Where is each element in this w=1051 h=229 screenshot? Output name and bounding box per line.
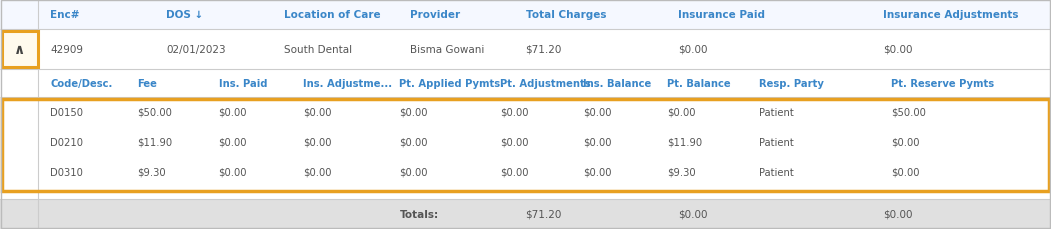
- Text: Code/Desc.: Code/Desc.: [50, 79, 112, 89]
- Text: $0.00: $0.00: [219, 137, 247, 147]
- Text: $0.00: $0.00: [303, 167, 331, 177]
- Text: $0.00: $0.00: [883, 209, 912, 219]
- Text: Ins. Paid: Ins. Paid: [219, 79, 267, 89]
- Text: D0310: D0310: [50, 167, 83, 177]
- Bar: [0, 199, 1051, 229]
- Text: Insurance Adjustments: Insurance Adjustments: [883, 10, 1018, 20]
- Text: Total Charges: Total Charges: [526, 10, 606, 20]
- Text: Fee: Fee: [137, 79, 157, 89]
- Text: $0.00: $0.00: [583, 167, 612, 177]
- Text: 02/01/2023: 02/01/2023: [166, 45, 226, 55]
- Bar: [2, 100, 1049, 191]
- Text: ∧: ∧: [15, 43, 25, 57]
- Text: Ins. Balance: Ins. Balance: [583, 79, 652, 89]
- Text: $0.00: $0.00: [583, 137, 612, 147]
- Text: Provider: Provider: [410, 10, 460, 20]
- Text: $0.00: $0.00: [678, 209, 707, 219]
- Text: D0150: D0150: [50, 108, 83, 117]
- Text: $0.00: $0.00: [500, 108, 529, 117]
- Text: $71.20: $71.20: [526, 209, 562, 219]
- Bar: [2, 32, 38, 68]
- Text: Resp. Party: Resp. Party: [759, 79, 824, 89]
- Text: $0.00: $0.00: [303, 137, 331, 147]
- Text: Ins. Adjustme...: Ins. Adjustme...: [303, 79, 392, 89]
- Text: $50.00: $50.00: [137, 108, 171, 117]
- Text: $0.00: $0.00: [500, 167, 529, 177]
- Text: South Dental: South Dental: [284, 45, 352, 55]
- Text: $0.00: $0.00: [303, 108, 331, 117]
- Text: $0.00: $0.00: [678, 45, 707, 55]
- Text: D0210: D0210: [50, 137, 83, 147]
- Text: $11.90: $11.90: [667, 137, 702, 147]
- Text: Pt. Reserve Pymts: Pt. Reserve Pymts: [891, 79, 994, 89]
- Text: $0.00: $0.00: [667, 108, 696, 117]
- Text: $0.00: $0.00: [399, 108, 428, 117]
- Text: Patient: Patient: [759, 137, 794, 147]
- Text: $0.00: $0.00: [883, 45, 912, 55]
- Text: Totals:: Totals:: [399, 209, 438, 219]
- Text: $0.00: $0.00: [891, 167, 920, 177]
- Text: $0.00: $0.00: [219, 167, 247, 177]
- Text: Location of Care: Location of Care: [284, 10, 380, 20]
- Text: $9.30: $9.30: [137, 167, 165, 177]
- Text: $9.30: $9.30: [667, 167, 696, 177]
- Bar: [0, 0, 1051, 30]
- Text: 42909: 42909: [50, 45, 83, 55]
- Text: $0.00: $0.00: [399, 137, 428, 147]
- Text: $0.00: $0.00: [500, 137, 529, 147]
- Text: Enc#: Enc#: [50, 10, 80, 20]
- Text: Patient: Patient: [759, 167, 794, 177]
- Text: $11.90: $11.90: [137, 137, 171, 147]
- Text: Pt. Balance: Pt. Balance: [667, 79, 731, 89]
- Text: DOS ↓: DOS ↓: [166, 10, 203, 20]
- Text: $71.20: $71.20: [526, 45, 562, 55]
- Text: $50.00: $50.00: [891, 108, 926, 117]
- Text: Pt. Applied Pymts.: Pt. Applied Pymts.: [399, 79, 504, 89]
- Text: $0.00: $0.00: [219, 108, 247, 117]
- Text: Bisma Gowani: Bisma Gowani: [410, 45, 485, 55]
- Text: Patient: Patient: [759, 108, 794, 117]
- Text: $0.00: $0.00: [891, 137, 920, 147]
- Text: $0.00: $0.00: [399, 167, 428, 177]
- Text: $0.00: $0.00: [583, 108, 612, 117]
- Text: Insurance Paid: Insurance Paid: [678, 10, 765, 20]
- Text: Pt. Adjustments: Pt. Adjustments: [500, 79, 591, 89]
